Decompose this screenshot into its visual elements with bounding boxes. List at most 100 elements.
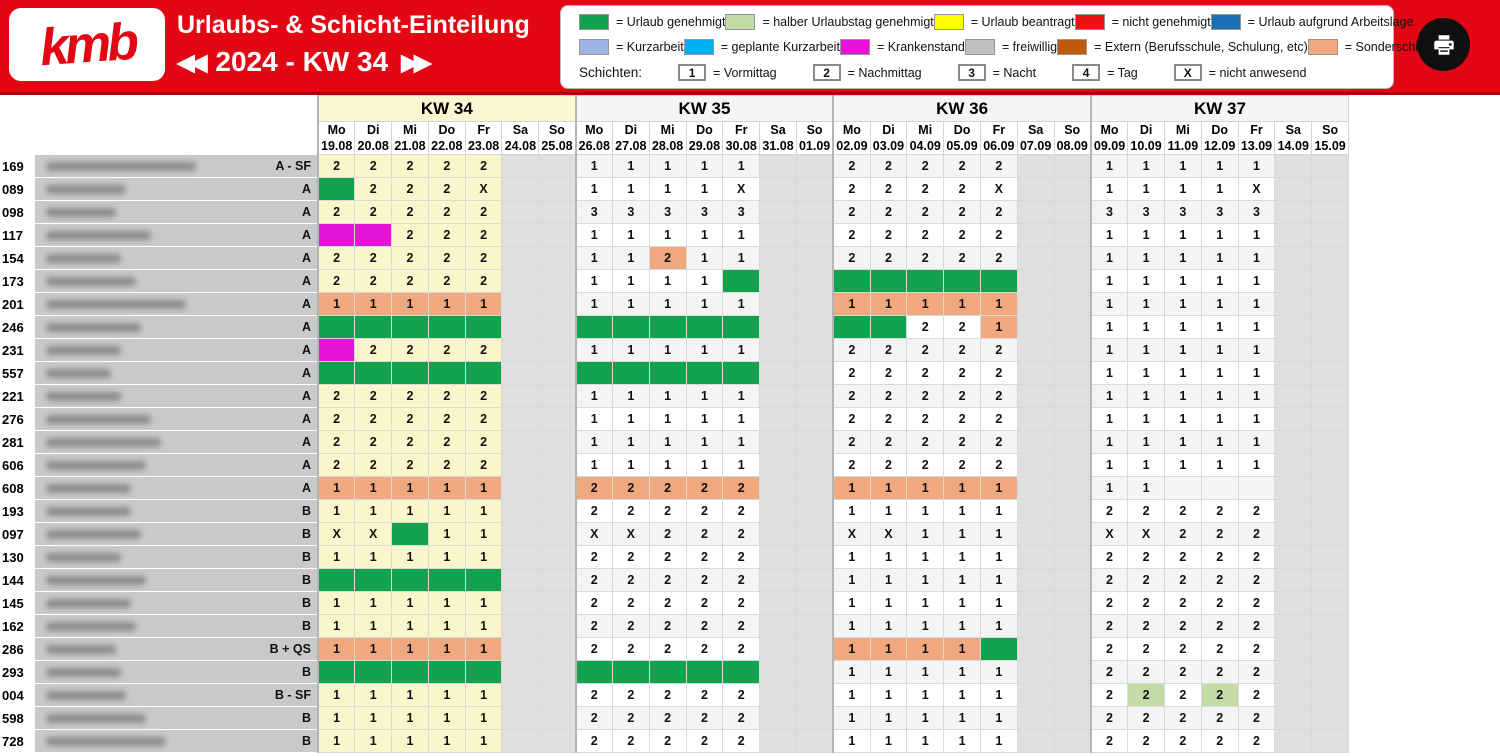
shift-cell[interactable]: 3 bbox=[685, 200, 724, 225]
shift-cell[interactable] bbox=[1274, 361, 1313, 386]
shift-cell[interactable]: 2 bbox=[391, 407, 429, 432]
shift-cell[interactable] bbox=[538, 361, 577, 386]
shift-cell[interactable] bbox=[501, 430, 540, 455]
shift-cell[interactable]: 2 bbox=[869, 407, 908, 432]
shift-cell[interactable] bbox=[611, 361, 650, 386]
shift-cell[interactable]: 2 bbox=[832, 154, 871, 179]
shift-cell[interactable]: 2 bbox=[391, 200, 429, 225]
shift-cell[interactable] bbox=[1274, 269, 1313, 294]
shift-cell[interactable]: 3 bbox=[722, 200, 761, 225]
shift-cell[interactable] bbox=[759, 223, 797, 248]
shift-cell[interactable]: 2 bbox=[427, 453, 466, 478]
shift-cell[interactable]: 2 bbox=[979, 430, 1018, 455]
shift-cell[interactable] bbox=[795, 384, 834, 409]
shift-cell[interactable]: 1 bbox=[1237, 384, 1276, 409]
shift-cell[interactable] bbox=[1016, 614, 1055, 639]
shift-cell[interactable]: 2 bbox=[391, 154, 429, 179]
shift-cell[interactable]: 1 bbox=[832, 568, 871, 593]
shift-cell[interactable]: 2 bbox=[354, 154, 393, 179]
shift-cell[interactable] bbox=[1016, 591, 1055, 616]
shift-cell[interactable]: 1 bbox=[979, 660, 1018, 685]
shift-cell[interactable]: 2 bbox=[611, 729, 650, 754]
shift-cell[interactable]: 2 bbox=[1200, 499, 1239, 524]
shift-cell[interactable] bbox=[501, 407, 540, 432]
shift-cell[interactable]: 1 bbox=[648, 177, 687, 202]
shift-cell[interactable] bbox=[501, 338, 540, 363]
shift-cell[interactable]: 1 bbox=[1200, 430, 1239, 455]
shift-cell[interactable]: 2 bbox=[464, 453, 503, 478]
shift-cell[interactable] bbox=[1311, 269, 1350, 294]
shift-cell[interactable] bbox=[1311, 361, 1350, 386]
shift-cell[interactable]: 1 bbox=[648, 338, 687, 363]
shift-cell[interactable]: 2 bbox=[832, 384, 871, 409]
shift-cell[interactable]: 1 bbox=[685, 177, 724, 202]
shift-cell[interactable]: 1 bbox=[1200, 292, 1239, 317]
shift-cell[interactable] bbox=[501, 177, 540, 202]
shift-cell[interactable]: 1 bbox=[391, 499, 429, 524]
shift-cell[interactable]: 1 bbox=[317, 499, 356, 524]
shift-cell[interactable] bbox=[1311, 292, 1350, 317]
shift-cell[interactable]: 1 bbox=[464, 476, 503, 501]
shift-cell[interactable]: 2 bbox=[427, 177, 466, 202]
shift-cell[interactable]: 2 bbox=[869, 430, 908, 455]
shift-cell[interactable]: 2 bbox=[906, 384, 945, 409]
shift-cell[interactable]: 1 bbox=[427, 683, 466, 708]
shift-cell[interactable]: 2 bbox=[611, 476, 650, 501]
shift-cell[interactable]: 1 bbox=[906, 545, 945, 570]
shift-cell[interactable] bbox=[1053, 683, 1092, 708]
shift-cell[interactable]: 2 bbox=[943, 338, 981, 363]
shift-cell[interactable]: 2 bbox=[906, 246, 945, 271]
shift-cell[interactable] bbox=[1053, 384, 1092, 409]
shift-cell[interactable]: 2 bbox=[722, 637, 761, 662]
shift-cell[interactable]: 1 bbox=[869, 706, 908, 731]
shift-cell[interactable]: 2 bbox=[1237, 660, 1276, 685]
shift-cell[interactable]: 1 bbox=[722, 384, 761, 409]
shift-cell[interactable]: 1 bbox=[1163, 384, 1202, 409]
shift-cell[interactable]: 1 bbox=[464, 292, 503, 317]
shift-cell[interactable]: 2 bbox=[648, 637, 687, 662]
shift-cell[interactable] bbox=[501, 154, 540, 179]
shift-cell[interactable]: 1 bbox=[464, 545, 503, 570]
shift-cell[interactable]: 2 bbox=[648, 706, 687, 731]
shift-cell[interactable]: 1 bbox=[1200, 177, 1239, 202]
shift-cell[interactable]: 2 bbox=[574, 545, 613, 570]
shift-cell[interactable] bbox=[1016, 384, 1055, 409]
shift-cell[interactable]: 1 bbox=[391, 292, 429, 317]
shift-cell[interactable]: 1 bbox=[1163, 407, 1202, 432]
shift-cell[interactable]: 1 bbox=[722, 453, 761, 478]
shift-cell[interactable] bbox=[501, 384, 540, 409]
shift-cell[interactable]: 2 bbox=[648, 568, 687, 593]
shift-cell[interactable] bbox=[1016, 154, 1055, 179]
shift-cell[interactable] bbox=[538, 683, 577, 708]
shift-cell[interactable] bbox=[979, 637, 1018, 662]
shift-cell[interactable]: 1 bbox=[943, 545, 981, 570]
shift-cell[interactable]: 1 bbox=[1089, 476, 1129, 501]
shift-cell[interactable]: 1 bbox=[1237, 361, 1276, 386]
shift-cell[interactable]: 1 bbox=[354, 706, 393, 731]
shift-cell[interactable]: 1 bbox=[943, 292, 981, 317]
shift-cell[interactable]: 1 bbox=[1163, 223, 1202, 248]
shift-cell[interactable]: 1 bbox=[906, 476, 945, 501]
shift-cell[interactable]: 2 bbox=[391, 269, 429, 294]
shift-cell[interactable]: 2 bbox=[685, 522, 724, 547]
shift-cell[interactable]: 1 bbox=[574, 407, 613, 432]
shift-cell[interactable] bbox=[759, 545, 797, 570]
shift-cell[interactable] bbox=[538, 246, 577, 271]
shift-cell[interactable] bbox=[795, 315, 834, 340]
shift-cell[interactable]: 1 bbox=[1089, 177, 1129, 202]
shift-cell[interactable]: 1 bbox=[648, 269, 687, 294]
shift-cell[interactable]: X bbox=[354, 522, 393, 547]
shift-cell[interactable] bbox=[354, 568, 393, 593]
shift-cell[interactable]: 1 bbox=[1200, 315, 1239, 340]
shift-cell[interactable] bbox=[1274, 177, 1313, 202]
shift-cell[interactable] bbox=[391, 361, 429, 386]
print-button[interactable] bbox=[1417, 18, 1470, 71]
shift-cell[interactable] bbox=[1016, 338, 1055, 363]
shift-cell[interactable] bbox=[1274, 384, 1313, 409]
shift-cell[interactable]: 2 bbox=[354, 177, 393, 202]
shift-cell[interactable]: 3 bbox=[1127, 200, 1165, 225]
shift-cell[interactable] bbox=[538, 269, 577, 294]
shift-cell[interactable]: 2 bbox=[906, 453, 945, 478]
shift-cell[interactable]: 2 bbox=[354, 246, 393, 271]
shift-cell[interactable]: 1 bbox=[611, 154, 650, 179]
